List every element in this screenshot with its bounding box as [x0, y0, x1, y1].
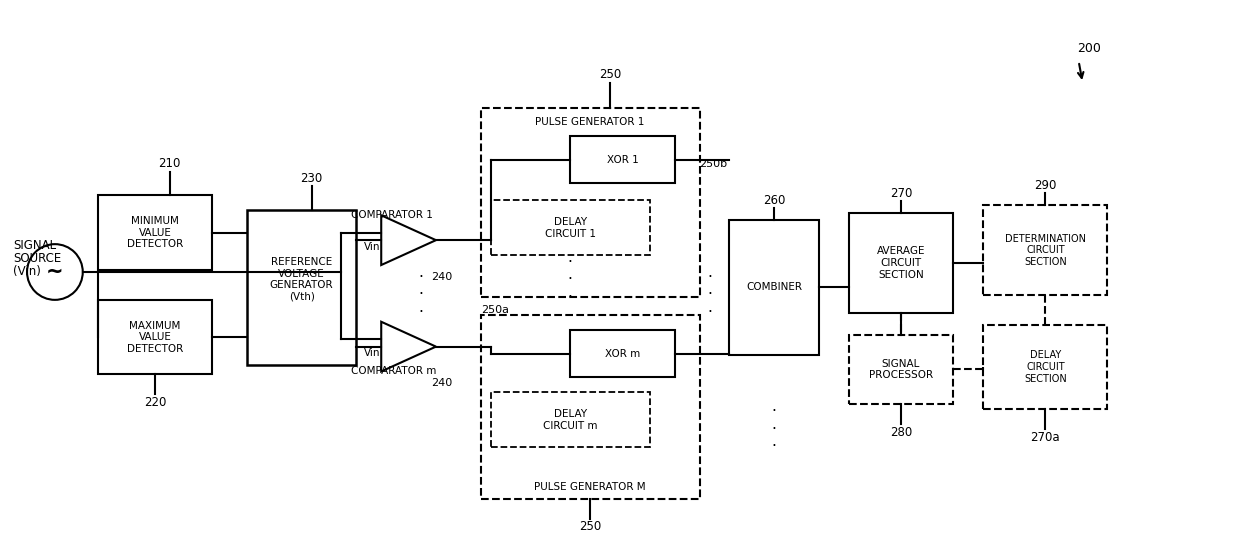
Text: 220: 220	[144, 396, 166, 409]
Text: REFERENCE
VOLTAGE
GENERATOR
(Vth): REFERENCE VOLTAGE GENERATOR (Vth)	[270, 257, 334, 302]
Text: 240: 240	[432, 272, 453, 282]
Text: 230: 230	[300, 172, 322, 185]
Text: XOR m: XOR m	[605, 349, 640, 358]
Text: PULSE GENERATOR M: PULSE GENERATOR M	[534, 482, 646, 492]
Text: ·
·
·: · · ·	[419, 270, 423, 320]
Bar	[983, 205, 1107, 295]
Text: 270: 270	[890, 187, 913, 200]
Bar	[849, 213, 954, 313]
Text: (Vin): (Vin)	[14, 264, 41, 277]
Bar	[481, 108, 699, 297]
Text: 290: 290	[1034, 179, 1056, 192]
Text: COMPARATOR m: COMPARATOR m	[351, 367, 436, 376]
Text: 270a: 270a	[1030, 431, 1060, 444]
Text: 250: 250	[599, 67, 621, 81]
Text: DELAY
CIRCUIT
SECTION: DELAY CIRCUIT SECTION	[1024, 350, 1066, 384]
Text: PULSE GENERATOR 1: PULSE GENERATOR 1	[536, 117, 645, 127]
Text: COMBINER: COMBINER	[746, 282, 802, 293]
Text: MAXIMUM
VALUE
DETECTOR: MAXIMUM VALUE DETECTOR	[126, 320, 184, 354]
Text: 250b: 250b	[699, 158, 728, 169]
Bar	[247, 211, 356, 364]
Text: DETERMINATION
CIRCUIT
SECTION: DETERMINATION CIRCUIT SECTION	[1004, 233, 1086, 267]
Text: 260: 260	[763, 194, 785, 207]
Bar	[98, 300, 212, 374]
Text: 250a: 250a	[481, 305, 508, 315]
Text: 250: 250	[579, 520, 601, 533]
Text: 200: 200	[1076, 42, 1101, 54]
Text: Vin: Vin	[365, 348, 381, 357]
Text: DELAY
CIRCUIT m: DELAY CIRCUIT m	[543, 409, 598, 430]
Text: 280: 280	[890, 425, 913, 438]
Bar	[849, 335, 954, 404]
Text: XOR 1: XOR 1	[606, 154, 639, 165]
Text: ·
·
·: · · ·	[707, 270, 712, 320]
Text: AVERAGE
CIRCUIT
SECTION: AVERAGE CIRCUIT SECTION	[877, 246, 925, 280]
Text: COMPARATOR 1: COMPARATOR 1	[351, 211, 433, 220]
Bar	[481, 315, 699, 499]
Text: SIGNAL: SIGNAL	[14, 239, 56, 252]
Bar	[570, 135, 675, 183]
Text: SOURCE: SOURCE	[14, 251, 61, 264]
Bar	[491, 392, 650, 447]
Bar	[570, 330, 675, 378]
Text: 240: 240	[432, 379, 453, 388]
Text: Vin: Vin	[365, 242, 381, 252]
Bar	[729, 220, 818, 355]
Text: SIGNAL
PROCESSOR: SIGNAL PROCESSOR	[869, 358, 934, 380]
Text: ·
·
·: · · ·	[568, 255, 573, 305]
Text: ~: ~	[46, 262, 63, 282]
Text: 210: 210	[159, 157, 181, 170]
Text: DELAY
CIRCUIT 1: DELAY CIRCUIT 1	[544, 217, 595, 238]
Bar	[98, 195, 212, 270]
Text: MINIMUM
VALUE
DETECTOR: MINIMUM VALUE DETECTOR	[126, 216, 184, 249]
Text: ·
·
·: · · ·	[771, 404, 776, 454]
Bar	[491, 200, 650, 255]
Bar	[983, 325, 1107, 409]
